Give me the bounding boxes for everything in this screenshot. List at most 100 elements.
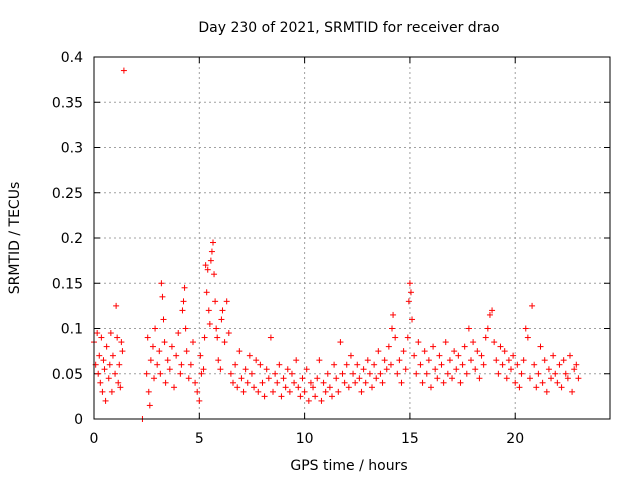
data-point (442, 339, 449, 346)
data-point (436, 352, 443, 359)
data-point (272, 370, 279, 377)
data-point (535, 370, 542, 377)
data-point (371, 361, 378, 368)
data-point (200, 366, 207, 373)
data-point (178, 361, 185, 368)
x-tick-label: 5 (195, 431, 204, 447)
data-point (354, 361, 361, 368)
data-point (373, 375, 380, 382)
data-point (197, 352, 204, 359)
data-point (181, 284, 188, 291)
data-point (571, 366, 578, 373)
data-point (173, 352, 180, 359)
data-point (209, 239, 216, 246)
data-point (230, 379, 237, 386)
data-point (467, 357, 474, 364)
data-point (404, 334, 411, 341)
data-point (312, 393, 319, 400)
data-point (265, 375, 272, 382)
data-point (221, 339, 228, 346)
data-point (213, 325, 220, 332)
data-point (206, 320, 213, 327)
data-point (430, 343, 437, 350)
data-point (390, 311, 397, 318)
data-point (472, 366, 479, 373)
data-point (476, 375, 483, 382)
data-point (463, 370, 470, 377)
data-point (307, 379, 314, 386)
data-point (207, 257, 214, 264)
data-point (347, 352, 354, 359)
data-point (120, 67, 127, 74)
data-point (539, 379, 546, 386)
data-point (149, 343, 156, 350)
data-point (109, 352, 116, 359)
data-point (446, 357, 453, 364)
data-point (288, 370, 295, 377)
data-point (112, 370, 119, 377)
data-point (356, 375, 363, 382)
data-point (108, 388, 115, 395)
data-point (419, 379, 426, 386)
data-point (470, 339, 477, 346)
data-point (328, 393, 335, 400)
data-point (151, 375, 158, 382)
data-points (91, 67, 582, 422)
data-point (394, 370, 401, 377)
data-point (566, 352, 573, 359)
data-point (482, 334, 489, 341)
y-tick-label: 0.3 (61, 141, 83, 157)
data-point (161, 339, 168, 346)
data-point (406, 280, 413, 287)
data-point (499, 361, 506, 368)
data-point (270, 388, 277, 395)
data-point (520, 357, 527, 364)
data-point (369, 384, 376, 391)
data-point (383, 366, 390, 373)
data-point (162, 379, 169, 386)
data-point (198, 370, 205, 377)
data-point (453, 366, 460, 373)
data-point (183, 348, 190, 355)
data-point (491, 339, 498, 346)
data-point (455, 352, 462, 359)
y-tick-label: 0.15 (52, 276, 83, 292)
data-point (145, 388, 152, 395)
data-point (147, 357, 154, 364)
data-point (95, 370, 102, 377)
data-point (180, 298, 187, 305)
y-tick-label: 0 (74, 412, 83, 428)
data-point (211, 271, 218, 278)
data-point (182, 325, 189, 332)
plot-frame (93, 56, 611, 420)
data-point (143, 370, 150, 377)
data-point (203, 289, 210, 296)
data-point (379, 379, 386, 386)
data-point (282, 384, 289, 391)
y-tick-label: 0.35 (52, 95, 83, 111)
data-point (417, 361, 424, 368)
data-point (217, 366, 224, 373)
data-point (284, 366, 291, 373)
y-tick-label: 0.4 (61, 50, 83, 66)
data-point (96, 352, 103, 359)
data-point (102, 397, 109, 404)
data-point (248, 370, 255, 377)
data-point (548, 375, 555, 382)
data-point (337, 339, 344, 346)
data-point (158, 280, 165, 287)
data-point (276, 361, 283, 368)
data-point (444, 370, 451, 377)
x-tick-label: 15 (401, 431, 419, 447)
y-tick-label: 0.1 (61, 322, 83, 338)
data-point (223, 298, 230, 305)
x-tick-label: 20 (506, 431, 524, 447)
data-point (177, 370, 184, 377)
data-point (550, 352, 557, 359)
data-point (358, 388, 365, 395)
data-point (301, 388, 308, 395)
data-point (343, 361, 350, 368)
data-point (236, 348, 243, 355)
data-point (205, 307, 212, 314)
data-point (194, 388, 201, 395)
